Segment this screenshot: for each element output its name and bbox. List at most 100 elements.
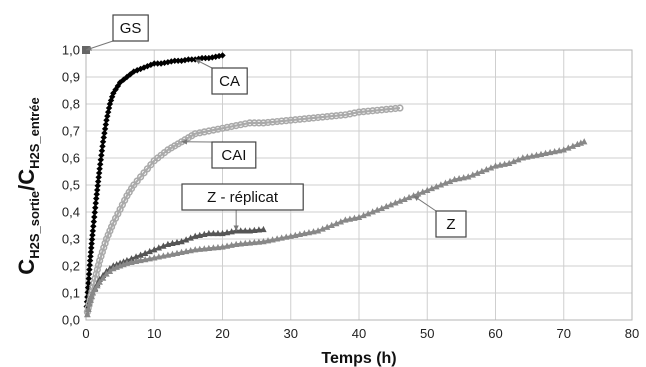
data-point xyxy=(187,247,194,254)
data-point xyxy=(209,126,217,134)
data-point xyxy=(519,154,526,161)
callout-box xyxy=(435,210,467,238)
data-point xyxy=(169,239,176,247)
y-axis-title-c1: C xyxy=(14,259,39,275)
data-point xyxy=(164,251,172,258)
data-point xyxy=(387,105,395,113)
data-point xyxy=(214,229,222,237)
data-point xyxy=(323,223,331,230)
data-point xyxy=(99,274,107,281)
data-point xyxy=(178,248,185,256)
data-point xyxy=(355,213,363,220)
data-point xyxy=(496,161,504,168)
y-tick-label: 0,5 xyxy=(62,178,80,193)
data-point xyxy=(305,229,313,236)
data-point xyxy=(104,112,111,120)
data-point xyxy=(242,227,249,234)
data-point xyxy=(205,229,213,237)
data-point xyxy=(143,165,152,173)
data-point xyxy=(487,164,495,171)
data-point xyxy=(346,110,354,118)
data-point xyxy=(91,285,99,292)
data-point xyxy=(305,114,313,122)
data-point xyxy=(296,115,304,123)
data-point xyxy=(505,159,513,166)
data-point xyxy=(174,57,182,64)
data-point xyxy=(387,201,395,208)
data-point xyxy=(89,231,96,239)
x-tick-label: 50 xyxy=(420,326,434,341)
data-point xyxy=(141,249,149,256)
data-point xyxy=(160,242,167,249)
data-point xyxy=(101,239,109,247)
data-point xyxy=(259,119,268,127)
callout-box xyxy=(211,141,257,169)
callout-box xyxy=(211,67,248,95)
data-point xyxy=(102,121,109,128)
y-tick-label: 0,0 xyxy=(62,313,80,328)
data-point xyxy=(94,261,103,269)
y-tick-label: 0,7 xyxy=(62,124,80,139)
data-point xyxy=(419,188,426,195)
data-point xyxy=(264,237,272,244)
data-point xyxy=(314,113,322,122)
data-point xyxy=(90,218,97,225)
data-point xyxy=(350,109,359,117)
callout-arrow xyxy=(195,59,202,65)
data-point xyxy=(283,233,290,240)
data-point xyxy=(237,240,244,247)
data-point xyxy=(278,117,286,125)
data-point xyxy=(178,238,185,245)
y-tick-label: 0,9 xyxy=(62,70,80,85)
data-point xyxy=(373,106,381,114)
data-point xyxy=(228,241,235,248)
data-point xyxy=(369,107,377,115)
data-point xyxy=(87,248,95,256)
data-point xyxy=(556,147,563,154)
data-point xyxy=(451,175,458,183)
data-point xyxy=(164,240,172,247)
data-point xyxy=(341,111,349,119)
data-point xyxy=(524,153,531,160)
data-point xyxy=(269,236,276,243)
data-point xyxy=(565,144,572,151)
data-point xyxy=(424,186,431,193)
data-point xyxy=(87,296,94,303)
data-point xyxy=(232,240,240,247)
data-point xyxy=(337,111,345,119)
callout-label: Z - réplicat xyxy=(207,189,279,206)
data-point xyxy=(85,275,92,282)
data-point xyxy=(90,223,97,230)
data-point xyxy=(364,107,372,115)
data-point xyxy=(94,186,101,194)
data-point xyxy=(86,300,93,307)
data-point xyxy=(191,130,199,138)
data-point xyxy=(92,199,99,207)
data-point xyxy=(242,239,249,247)
series-ca xyxy=(83,52,226,310)
data-point xyxy=(91,209,98,216)
callout-label: GS xyxy=(120,20,142,37)
data-point xyxy=(188,56,195,63)
tick-labels: 0 10 20 30 40 50 60 70 80 0,0 0,1 0,2 0,3 0,4 0,5 0,6 0,… xyxy=(62,43,639,342)
data-point xyxy=(89,227,97,235)
callout-label: CAI xyxy=(221,147,246,164)
data-point xyxy=(86,261,93,269)
data-point xyxy=(282,117,290,125)
x-tick-label: 0 xyxy=(82,326,89,341)
data-point xyxy=(155,244,162,251)
data-point xyxy=(196,245,203,252)
data-point xyxy=(140,169,148,177)
data-point xyxy=(168,58,175,65)
data-point xyxy=(146,247,153,255)
callout-box xyxy=(181,183,304,211)
data-point xyxy=(291,116,299,124)
x-tick-label: 70 xyxy=(557,326,571,341)
data-point xyxy=(533,151,540,158)
data-point xyxy=(98,147,106,154)
x-tick-label: 60 xyxy=(488,326,502,341)
data-point xyxy=(251,238,258,246)
data-point xyxy=(85,270,93,278)
data-point xyxy=(401,195,408,202)
y-tick-label: 0,8 xyxy=(62,97,80,112)
